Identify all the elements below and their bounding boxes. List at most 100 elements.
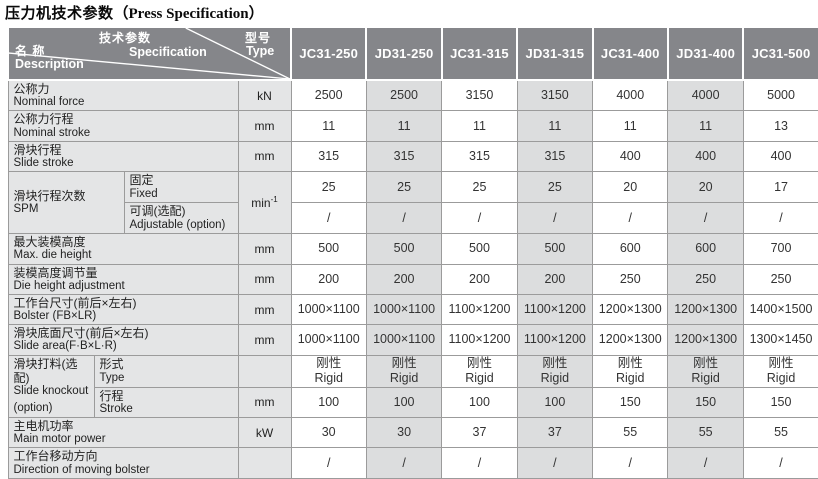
sub-row-label: 可调(选配) Adjustable (option) xyxy=(123,202,239,235)
value-cell: / xyxy=(742,202,818,235)
value-cell: 刚性 Rigid xyxy=(592,354,669,388)
row-label: 装模高度调节量 Die height adjustment xyxy=(7,263,239,295)
unit-cell: mm xyxy=(237,140,292,173)
value-cell: / xyxy=(592,447,669,479)
row-group-label-knockout: 滑块打料(选配) Slide knockout (option) xyxy=(7,354,95,419)
unit-cell: mm xyxy=(237,386,292,419)
value-cell: / xyxy=(592,202,669,235)
row-group-label-spm: 滑块行程次数 SPM xyxy=(7,171,125,235)
value-cell: 55 xyxy=(742,416,818,449)
value-cell: 11 xyxy=(290,110,367,142)
value-cell: 25 xyxy=(290,171,367,204)
unit-cell: kW xyxy=(237,416,292,449)
value-cell: 400 xyxy=(667,140,744,173)
row-label: 工作台移动方向 Direction of moving bolster xyxy=(7,447,239,479)
value-cell: 500 xyxy=(516,233,594,265)
model-column-header: JC31-400 xyxy=(591,26,669,81)
value-cell: 2500 xyxy=(365,79,443,112)
corner-spec-label-en: Specification xyxy=(129,45,207,59)
value-cell: 1100×1200 xyxy=(516,293,594,326)
row-label: 主电机功率 Main motor power xyxy=(7,416,239,449)
value-cell: 30 xyxy=(290,416,367,449)
unit-cell xyxy=(237,447,292,479)
model-column-header: JD31-250 xyxy=(365,26,443,81)
value-cell: 1200×1300 xyxy=(592,324,669,356)
value-cell: 1000×1100 xyxy=(290,293,367,326)
row-slide-stroke: 滑块行程 Slide stroke mm 315 315 315 315 400… xyxy=(7,140,818,173)
value-cell: / xyxy=(516,202,594,235)
unit-cell: mm xyxy=(237,263,292,295)
corner-type-label-cn: 型号 xyxy=(245,31,272,45)
unit-cell: kN xyxy=(237,79,292,112)
value-cell: 11 xyxy=(592,110,669,142)
value-cell: 1200×1300 xyxy=(592,293,669,326)
row-die-height-adjustment: 装模高度调节量 Die height adjustment mm 200 200… xyxy=(7,263,818,295)
row-label: 滑块底面尺寸(前后×左右) Slide area(F·B×L·R) xyxy=(7,324,239,356)
value-cell: 600 xyxy=(667,233,744,265)
value-cell: 5000 xyxy=(742,79,818,112)
value-cell: 1200×1300 xyxy=(667,293,744,326)
value-cell: 3150 xyxy=(441,79,518,112)
model-column-header: JC31-500 xyxy=(742,26,818,81)
page-title-chinese: 压力机技术参数 xyxy=(5,5,114,22)
value-cell: 100 xyxy=(290,386,367,419)
value-cell: 1200×1300 xyxy=(667,324,744,356)
value-cell: 11 xyxy=(365,110,443,142)
value-cell: 200 xyxy=(365,263,443,295)
value-cell: 37 xyxy=(516,416,594,449)
value-cell: 200 xyxy=(441,263,518,295)
value-cell: 100 xyxy=(516,386,594,419)
value-cell: 400 xyxy=(592,140,669,173)
row-label: 工作台尺寸(前后×左右) Bolster (FB×LR) xyxy=(7,293,239,326)
unit-cell: min-1 xyxy=(237,171,292,235)
value-cell: 315 xyxy=(516,140,594,173)
value-cell: / xyxy=(365,202,443,235)
corner-type-label-en: Type xyxy=(246,44,275,58)
value-cell: 200 xyxy=(290,263,367,295)
value-cell: 1100×1200 xyxy=(441,293,518,326)
value-cell: 刚性 Rigid xyxy=(365,354,443,388)
row-knockout-type: 滑块打料(选配) Slide knockout (option) 形式 Type… xyxy=(7,354,818,419)
value-cell: 1000×1100 xyxy=(365,324,443,356)
value-cell: / xyxy=(667,202,744,235)
value-cell: 500 xyxy=(290,233,367,265)
model-column-header: JC31-250 xyxy=(289,26,368,81)
value-cell: / xyxy=(742,447,818,479)
value-cell: 500 xyxy=(441,233,518,265)
corner-name-label-cn: 名 称 xyxy=(15,44,46,58)
row-label: 公称力 Nominal force xyxy=(7,79,239,112)
value-cell: 200 xyxy=(516,263,594,295)
value-cell: 4000 xyxy=(592,79,669,112)
value-cell: / xyxy=(667,447,744,479)
value-cell: 20 xyxy=(592,171,669,204)
value-cell: 1000×1100 xyxy=(290,324,367,356)
row-label: 最大装模高度 Max. die height xyxy=(7,233,239,265)
row-knockout-stroke: 行程 Stroke mm 100 100 100 100 150 150 150 xyxy=(8,386,818,419)
value-cell: / xyxy=(441,447,518,479)
value-cell: 700 xyxy=(742,233,818,265)
row-moving-bolster: 工作台移动方向 Direction of moving bolster / / … xyxy=(7,447,818,479)
value-cell: 25 xyxy=(365,171,443,204)
value-cell: 250 xyxy=(667,263,744,295)
model-column-header: JC31-315 xyxy=(440,26,519,81)
value-cell: / xyxy=(441,202,518,235)
value-cell: 30 xyxy=(365,416,443,449)
value-cell: 13 xyxy=(742,110,818,142)
value-cell: 315 xyxy=(441,140,518,173)
header-row: 技术参数 Specification 名 称 Description 型号 Ty… xyxy=(7,26,818,81)
page-title-english: （Press Specification） xyxy=(113,6,264,22)
unit-cell: mm xyxy=(237,324,292,356)
value-cell: 1100×1200 xyxy=(516,324,594,356)
unit-cell: mm xyxy=(237,233,292,265)
value-cell: / xyxy=(290,447,367,479)
table-corner-cell: 技术参数 Specification 名 称 Description 型号 Ty… xyxy=(7,26,292,81)
value-cell: 刚性 Rigid xyxy=(742,354,818,388)
row-max-die-height: 最大装模高度 Max. die height mm 500 500 500 50… xyxy=(7,233,818,265)
value-cell: 2500 xyxy=(290,79,367,112)
value-cell: 11 xyxy=(441,110,518,142)
sub-row-label: 固定 Fixed xyxy=(123,171,239,204)
value-cell: 150 xyxy=(667,386,744,419)
value-cell: 400 xyxy=(742,140,818,173)
row-spm-fixed: 滑块行程次数 SPM 固定 Fixed min-1 25 25 25 25 20… xyxy=(7,171,818,235)
value-cell: / xyxy=(516,447,594,479)
